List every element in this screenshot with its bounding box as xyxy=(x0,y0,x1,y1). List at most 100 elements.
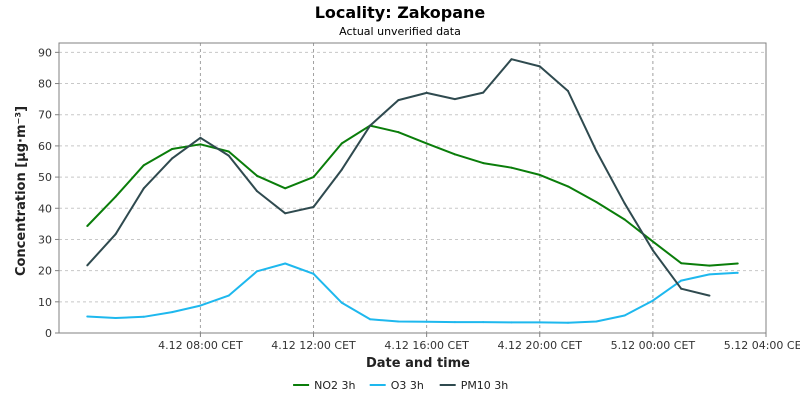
data-point-pm10-3h xyxy=(142,187,145,190)
data-point-no2-3h xyxy=(425,142,428,145)
data-point-pm10-3h xyxy=(680,287,683,290)
data-point-o3-3h xyxy=(227,294,230,297)
x-tick-label: 5.12 04:00 CET xyxy=(724,339,800,352)
grid xyxy=(59,43,767,333)
data-point-pm10-3h xyxy=(453,98,456,101)
data-point-pm10-3h xyxy=(171,157,174,160)
data-point-no2-3h xyxy=(623,218,626,221)
x-tick-label: 4.12 16:00 CET xyxy=(384,339,469,352)
data-point-pm10-3h xyxy=(538,65,541,68)
data-point-no2-3h xyxy=(736,262,739,265)
y-tick-label: 0 xyxy=(45,327,52,340)
data-point-o3-3h xyxy=(86,315,89,318)
data-point-no2-3h xyxy=(284,187,287,190)
data-point-o3-3h xyxy=(680,279,683,282)
data-point-pm10-3h xyxy=(425,91,428,94)
data-point-pm10-3h xyxy=(369,124,372,127)
legend: NO2 3h O3 3h PM10 3h xyxy=(293,379,508,392)
x-tick-label: 4.12 12:00 CET xyxy=(271,339,356,352)
data-point-o3-3h xyxy=(397,320,400,323)
x-axis-label: Date and time xyxy=(366,356,470,371)
data-point-no2-3h xyxy=(453,153,456,156)
x-tick-label: 4.12 08:00 CET xyxy=(158,339,243,352)
data-point-no2-3h xyxy=(680,262,683,265)
data-point-no2-3h xyxy=(171,148,174,151)
plot-area xyxy=(58,42,767,334)
data-point-o3-3h xyxy=(708,273,711,276)
data-point-o3-3h xyxy=(651,299,654,302)
data-point-no2-3h xyxy=(651,240,654,243)
data-point-no2-3h xyxy=(227,150,230,153)
x-tick-label: 5.12 00:00 CET xyxy=(611,339,696,352)
data-point-pm10-3h xyxy=(397,99,400,102)
x-tick-label: 4.12 20:00 CET xyxy=(497,339,582,352)
data-point-no2-3h xyxy=(340,142,343,145)
chart-title: Locality: Zakopane xyxy=(315,3,486,22)
data-point-no2-3h xyxy=(708,264,711,267)
data-point-pm10-3h xyxy=(86,264,89,267)
data-point-o3-3h xyxy=(171,311,174,314)
series-line-no2-3h xyxy=(86,124,738,267)
y-tick-label: 10 xyxy=(38,296,52,309)
data-point-pm10-3h xyxy=(595,149,598,152)
data-point-o3-3h xyxy=(510,321,513,324)
data-point-o3-3h xyxy=(284,262,287,265)
legend-label-no2-3h: NO2 3h xyxy=(314,379,355,392)
data-point-o3-3h xyxy=(425,320,428,323)
legend-label-pm10-3h: PM10 3h xyxy=(461,379,509,392)
data-point-o3-3h xyxy=(567,321,570,324)
data-point-no2-3h xyxy=(199,143,202,146)
data-point-no2-3h xyxy=(482,162,485,165)
data-point-no2-3h xyxy=(595,201,598,204)
data-point-o3-3h xyxy=(453,321,456,324)
data-point-pm10-3h xyxy=(255,190,258,193)
y-tick-label: 20 xyxy=(38,265,52,278)
chart-subtitle: Actual unverified data xyxy=(339,25,461,38)
data-point-pm10-3h xyxy=(227,154,230,157)
data-point-o3-3h xyxy=(595,320,598,323)
y-axis-label: Concentration [µg·m⁻³] xyxy=(14,106,29,276)
data-point-o3-3h xyxy=(538,321,541,324)
data-point-o3-3h xyxy=(736,271,739,274)
data-point-o3-3h xyxy=(623,314,626,317)
y-tick-label: 60 xyxy=(38,140,52,153)
data-point-pm10-3h xyxy=(510,58,513,61)
data-point-pm10-3h xyxy=(284,212,287,215)
data-point-no2-3h xyxy=(312,176,315,179)
series-lines xyxy=(86,58,739,324)
data-point-pm10-3h xyxy=(312,206,315,209)
data-point-o3-3h xyxy=(114,317,117,320)
y-tick-label: 40 xyxy=(38,202,52,215)
data-point-pm10-3h xyxy=(623,202,626,205)
data-point-pm10-3h xyxy=(567,90,570,93)
y-tick-label: 90 xyxy=(38,46,52,59)
data-point-no2-3h xyxy=(86,225,89,228)
data-point-o3-3h xyxy=(142,315,145,318)
x-axis-ticks: 4.12 08:00 CET 4.12 12:00 CET 4.12 16:00 C… xyxy=(158,333,800,352)
y-axis-ticks: 0 10 20 30 40 50 60 70 80 90 xyxy=(38,46,59,340)
legend-label-o3-3h: O3 3h xyxy=(391,379,424,392)
data-point-o3-3h xyxy=(312,272,315,275)
data-point-no2-3h xyxy=(538,173,541,176)
data-point-pm10-3h xyxy=(114,233,117,236)
data-point-pm10-3h xyxy=(199,136,202,139)
y-tick-label: 70 xyxy=(38,109,52,122)
data-point-o3-3h xyxy=(199,304,202,307)
y-tick-label: 30 xyxy=(38,233,52,246)
data-point-o3-3h xyxy=(340,301,343,304)
data-point-no2-3h xyxy=(142,164,145,167)
data-point-pm10-3h xyxy=(708,294,711,297)
data-point-no2-3h xyxy=(255,174,258,177)
y-tick-label: 50 xyxy=(38,171,52,184)
data-point-o3-3h xyxy=(369,318,372,321)
series-line-o3-3h xyxy=(87,262,738,324)
data-point-o3-3h xyxy=(255,270,258,273)
data-point-no2-3h xyxy=(114,195,117,198)
data-point-no2-3h xyxy=(510,166,513,169)
data-point-o3-3h xyxy=(482,321,485,324)
data-point-pm10-3h xyxy=(340,168,343,171)
data-point-no2-3h xyxy=(567,185,570,188)
data-point-pm10-3h xyxy=(482,91,485,94)
y-tick-label: 80 xyxy=(38,78,52,91)
